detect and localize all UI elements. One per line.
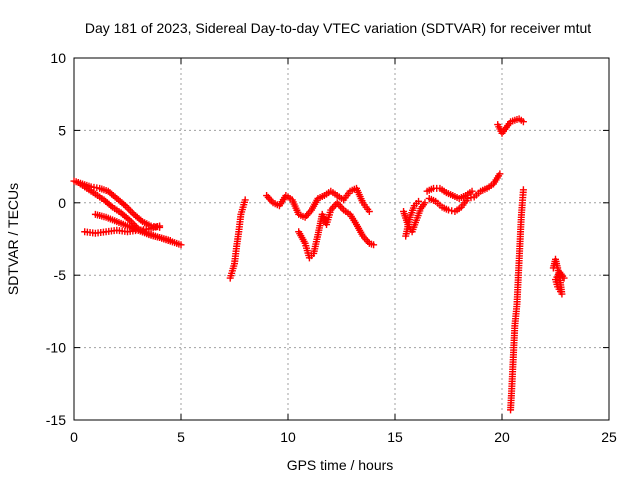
x-axis-title: GPS time / hours (287, 457, 394, 473)
series-arc-k (425, 170, 504, 215)
data-point (560, 274, 568, 282)
series-arc-c (81, 222, 164, 237)
y-tick-label: -15 (46, 412, 66, 428)
y-tick-label: 10 (50, 50, 66, 66)
series-arc-i (402, 197, 423, 240)
data-point (166, 236, 174, 244)
x-tick-label: 0 (70, 429, 78, 445)
data-point (448, 207, 456, 215)
data-point (241, 196, 249, 204)
series-arc-f (263, 184, 373, 221)
series-arc-j (423, 184, 476, 202)
data-point (468, 187, 476, 195)
series-arc-d (91, 210, 174, 244)
series-arc-e (226, 196, 249, 282)
x-tick-label: 25 (601, 429, 617, 445)
series-arc-l (494, 115, 527, 137)
data-point (156, 222, 164, 230)
chart-title: Day 181 of 2023, Sidereal Day-to-day VTE… (85, 20, 591, 36)
y-axis-title: SDTVAR / TECUs (5, 183, 21, 295)
axis-ticks: 0 5 10 15 20 25 -15 -10 -5 0 5 10 (46, 50, 617, 445)
data-point (467, 194, 475, 202)
data-point (519, 118, 527, 126)
data-point (370, 241, 378, 249)
y-tick-label: -5 (54, 267, 67, 283)
x-tick-label: 10 (280, 429, 296, 445)
data-point (421, 199, 429, 207)
data-point (415, 197, 423, 205)
x-tick-label: 5 (177, 429, 185, 445)
series-arc-g (295, 199, 378, 262)
data-point (464, 194, 472, 202)
data-point (365, 207, 373, 215)
data-point (445, 206, 452, 214)
data-point (519, 186, 527, 194)
data-points (70, 115, 568, 414)
data-point (128, 209, 136, 217)
data-point (496, 170, 504, 178)
data-point (177, 241, 185, 249)
x-tick-label: 20 (494, 429, 510, 445)
grid-lines (74, 58, 609, 420)
data-point (126, 207, 134, 215)
plot-frame (73, 57, 610, 421)
data-point (125, 205, 133, 213)
series-arc-m (507, 186, 527, 414)
y-tick-label: -10 (46, 340, 66, 356)
series-arc-n (549, 255, 568, 298)
y-tick-label: 5 (58, 122, 66, 138)
data-point (123, 203, 131, 211)
x-tick-label: 15 (387, 429, 403, 445)
y-tick-label: 0 (58, 195, 66, 211)
